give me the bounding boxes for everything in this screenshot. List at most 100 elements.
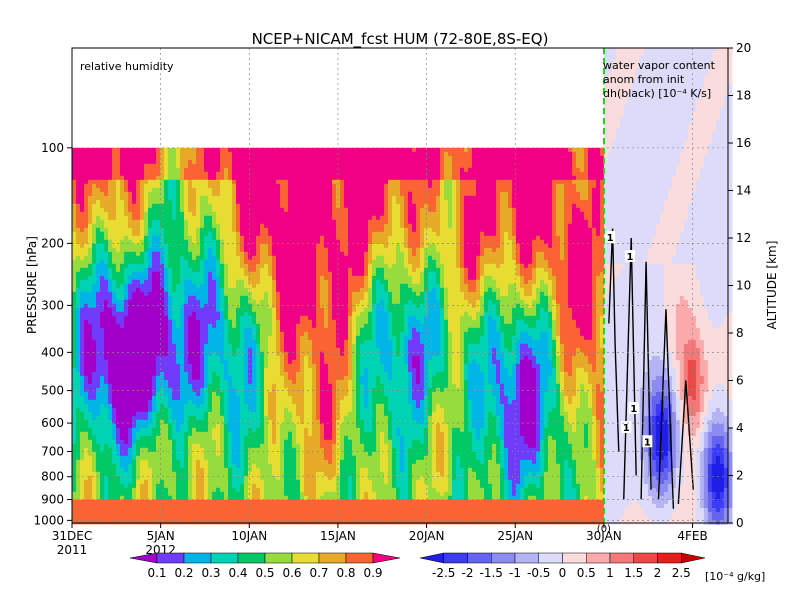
rh-cell: [280, 336, 285, 341]
rh-cell: [204, 404, 209, 409]
rh-cell: [224, 264, 229, 269]
rh-cell: [120, 148, 125, 153]
rh-cell: [236, 200, 241, 205]
rh-cell: [116, 392, 121, 397]
rh-cell: [128, 156, 133, 161]
rh-cell: [132, 224, 137, 229]
rh-cell: [192, 292, 197, 297]
rh-cell: [192, 396, 197, 401]
rh-cell: [272, 220, 277, 225]
rh-cell: [256, 508, 261, 513]
rh-cell: [180, 368, 185, 373]
rh-cell: [272, 336, 277, 341]
rh-cell: [212, 444, 217, 449]
rh-cell: [268, 360, 273, 365]
rh-cell: [180, 196, 185, 201]
rh-cell: [228, 472, 233, 477]
rh-cell: [88, 348, 93, 353]
rh-cell: [204, 440, 209, 445]
rh-cell: [72, 360, 77, 365]
rh-cell: [116, 244, 121, 249]
rh-cell: [136, 468, 141, 473]
rh-cell: [248, 168, 253, 173]
rh-cell: [196, 168, 201, 173]
rh-cell: [268, 516, 273, 521]
rh-cell: [176, 184, 181, 189]
rh-cell: [76, 428, 81, 433]
rh-cell: [256, 516, 261, 521]
rh-cell: [280, 164, 285, 169]
rh-cell: [236, 280, 241, 285]
rh-cell: [236, 344, 241, 349]
rh-cell: [220, 224, 225, 229]
rh-cell: [92, 420, 97, 425]
rh-cell: [184, 172, 189, 177]
rh-cell: [216, 244, 221, 249]
rh-cell: [204, 236, 209, 241]
rh-cell: [152, 200, 157, 205]
rh-cell: [116, 260, 121, 265]
rh-cell: [88, 344, 93, 349]
rh-cell: [88, 148, 93, 153]
rh-cell: [100, 244, 105, 249]
rh-cell: [228, 192, 233, 197]
rh-cell: [144, 376, 149, 381]
rh-cell: [72, 332, 77, 337]
rh-cell: [192, 268, 197, 273]
rh-cell: [164, 500, 169, 505]
rh-cell: [268, 192, 273, 197]
rh-cell: [188, 296, 193, 301]
rh-cell: [76, 456, 81, 461]
rh-cell: [140, 360, 145, 365]
rh-cell: [220, 248, 225, 253]
rh-cell: [204, 152, 209, 157]
rh-cell: [156, 268, 161, 273]
rh-cell: [196, 320, 201, 325]
rh-cell: [248, 224, 253, 229]
rh-cell: [272, 412, 277, 417]
rh-cell: [108, 228, 113, 233]
rh-cell: [88, 232, 93, 237]
rh-cell: [100, 452, 105, 457]
rh-cell: [196, 228, 201, 233]
rh-cell: [280, 224, 285, 229]
rh-cell: [116, 480, 121, 485]
rh-cell: [100, 304, 105, 309]
rh-cell: [144, 488, 149, 493]
rh-cell: [152, 340, 157, 345]
rh-cell: [144, 236, 149, 241]
rh-cell: [284, 160, 289, 165]
rh-cell: [224, 392, 229, 397]
rh-cell: [100, 440, 105, 445]
rh-cell: [168, 288, 173, 293]
rh-cell: [192, 364, 197, 369]
rh-cell: [200, 372, 205, 377]
rh-cell: [264, 232, 269, 237]
rh-cell: [132, 364, 137, 369]
rh-cell: [208, 480, 213, 485]
rh-cell: [228, 180, 233, 185]
rh-cell: [276, 484, 281, 489]
rh-cell: [96, 244, 101, 249]
rh-cell: [260, 328, 265, 333]
rh-cell: [276, 188, 281, 193]
rh-cell: [128, 180, 133, 185]
rh-cell: [204, 424, 209, 429]
rh-cell: [224, 348, 229, 353]
rh-cell: [136, 428, 141, 433]
rh-cell: [164, 488, 169, 493]
rh-cell: [128, 408, 133, 413]
rh-cell: [96, 348, 101, 353]
rh-cell: [216, 388, 221, 393]
rh-cell: [180, 300, 185, 305]
rh-cell: [120, 304, 125, 309]
rh-cell: [76, 196, 81, 201]
rh-cell: [172, 224, 177, 229]
rh-cell: [112, 276, 117, 281]
rh-cell: [248, 276, 253, 281]
rh-cell: [272, 188, 277, 193]
rh-cell: [148, 388, 153, 393]
rh-cell: [128, 300, 133, 305]
rh-cell: [252, 340, 257, 345]
rh-cell: [112, 244, 117, 249]
